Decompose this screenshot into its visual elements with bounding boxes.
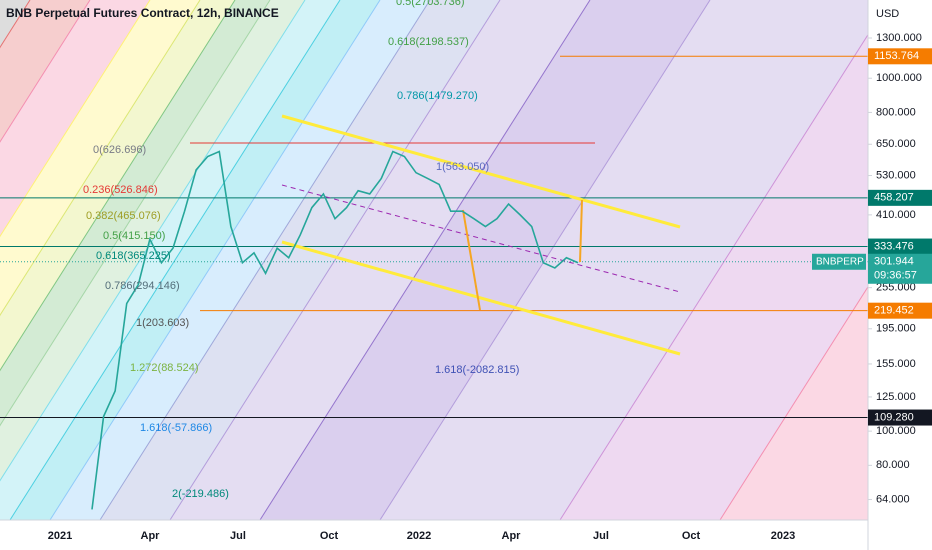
fib-label: 1.618(-2082.815) (435, 364, 519, 376)
y-tick-label: 1300.000 (876, 32, 922, 44)
x-tick-label: 2023 (771, 530, 795, 542)
price-tag (868, 302, 932, 319)
fan-line (0, 0, 201, 317)
fan-band (100, 0, 500, 520)
fan-line (379, 0, 711, 520)
x-tick-label: Apr (141, 530, 161, 542)
price-tag-label: 109.280 (874, 411, 914, 423)
y-tick-label: 255.000 (876, 282, 916, 294)
x-tick-label: 2022 (407, 530, 431, 542)
y-tick-label: 530.000 (876, 169, 916, 181)
y-tick-label: 125.000 (876, 391, 916, 403)
mid-channel (281, 184, 681, 293)
fan-line (169, 0, 501, 520)
fib-label: 1(563.050) (436, 161, 489, 173)
fan-band (380, 0, 868, 520)
price-tag-label: 1153.764 (874, 50, 919, 62)
y-tick-label: 800.000 (876, 106, 916, 118)
fan-line (49, 0, 381, 520)
arrow (579, 199, 583, 263)
price-series (91, 150, 579, 510)
y-tick-label: 650.000 (876, 138, 916, 150)
x-tick-label: Jul (230, 530, 246, 542)
price-tag (868, 238, 932, 255)
price-tag-label: 219.452 (874, 305, 914, 317)
symbol-label: BNBPERP (816, 256, 864, 267)
fan-line (0, 0, 306, 482)
fan-line (9, 0, 341, 520)
fib-label: 1(203.603) (136, 317, 189, 329)
fib-label: 2(-219.486) (172, 488, 229, 500)
fib-label: 0.382(465.076) (86, 210, 161, 222)
fib-label: 0(626.696) (93, 144, 146, 156)
price-tag-label: 333.476 (874, 240, 914, 252)
x-axis-panel (0, 520, 868, 550)
fan-line (0, 0, 271, 427)
x-tick-label: Oct (320, 530, 339, 542)
fan-line (259, 0, 591, 520)
y-tick-label: 155.000 (876, 358, 916, 370)
y-tick-label: 64.000 (876, 493, 910, 505)
fan-band (170, 0, 590, 520)
arrow (462, 209, 481, 311)
x-tick-label: 2021 (48, 530, 72, 542)
fib-label: 1.618(-57.866) (140, 422, 212, 434)
y-tick-label: 410.000 (876, 209, 916, 221)
fan-band (0, 0, 340, 520)
fan-line (559, 33, 868, 520)
y-tick-label: 1000.000 (876, 72, 922, 84)
channel-line (281, 240, 681, 356)
chart-title: BNB Perpetual Futures Contract, 12h, BIN… (6, 6, 279, 20)
price-tag (868, 409, 932, 426)
y-tick-label: 195.000 (876, 323, 916, 335)
price-tag-label: 458.207 (874, 192, 914, 204)
fib-label: 0.5(2703.736) (396, 0, 465, 8)
fan-band (10, 0, 380, 520)
price-tag (868, 48, 932, 65)
x-tick-label: Apr (502, 530, 522, 542)
fib-label: 0.236(526.846) (83, 184, 158, 196)
fib-label: 0.786(294.146) (105, 280, 180, 292)
price-tag (868, 189, 932, 206)
channel-line (281, 114, 681, 229)
last-price-tag (868, 253, 932, 284)
fib-label: 0.786(1479.270) (397, 90, 478, 102)
fib-label: 1.272(88.524) (130, 362, 199, 374)
fan-line (0, 0, 236, 372)
fib-label: 0.5(415.150) (103, 230, 165, 242)
x-tick-label: Jul (593, 530, 609, 542)
axes: 1300.000 1000.000 800.000 650.000 530.000 410… (48, 32, 932, 542)
fib-label: 0.618(365.225) (96, 250, 171, 262)
last-price-label: 301.944 (874, 256, 914, 268)
fib-label: 0.618(2198.537) (388, 36, 469, 48)
x-tick-label: Oct (682, 530, 701, 542)
countdown: 09:36:57 (874, 270, 917, 282)
fib-labels: 0.5(2703.736) 0.618(2198.537) 0.786(1479.2… (83, 0, 519, 500)
y-tick-label: 100.000 (876, 425, 916, 437)
fan-line (99, 0, 431, 520)
fan-line (719, 285, 868, 520)
fan-line (0, 0, 151, 238)
fan-line (0, 0, 91, 143)
fan-band (260, 0, 710, 520)
y-tick-label: 80.000 (876, 459, 910, 471)
axis-unit: USD (876, 8, 899, 20)
price-line (91, 150, 579, 510)
symbol-tag (812, 253, 866, 270)
